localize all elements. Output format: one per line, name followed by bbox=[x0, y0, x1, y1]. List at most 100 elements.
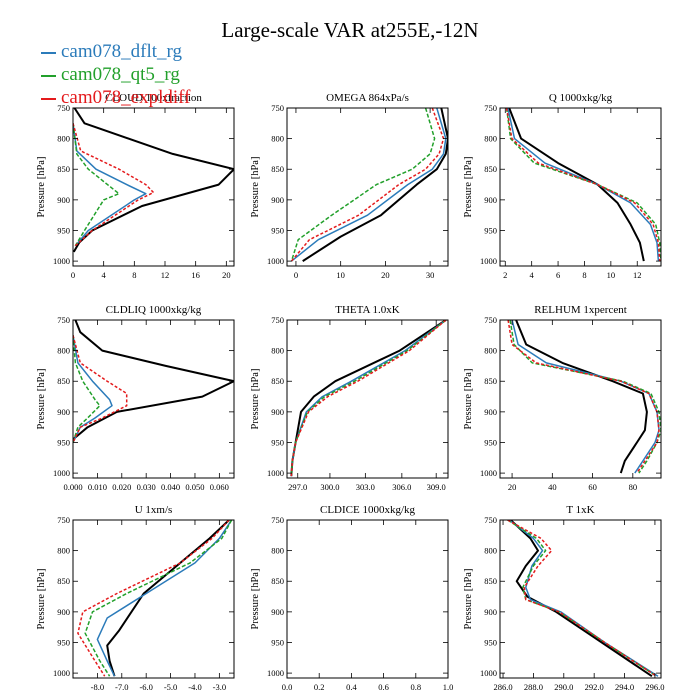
series-line-cam078_dflt_rg bbox=[290, 320, 447, 477]
series-line-cam078_qt5_rg bbox=[73, 335, 101, 443]
x-tick-label: 306.0 bbox=[392, 482, 411, 492]
series-line-cam078_dflt_rg bbox=[73, 123, 147, 247]
x-tick-label: 0.010 bbox=[88, 482, 107, 492]
y-tick-label: 950 bbox=[57, 225, 70, 235]
x-tick-label: -5.0 bbox=[164, 682, 177, 692]
plot-frame bbox=[72, 107, 235, 267]
x-tick-label: 10 bbox=[607, 270, 616, 280]
y-tick-label: 900 bbox=[57, 407, 70, 417]
y-tick-label: 900 bbox=[271, 195, 284, 205]
y-axis-label: Pressure [hPa] bbox=[250, 569, 261, 630]
series-line-control bbox=[290, 320, 447, 477]
series-line-cam078_expldiff bbox=[507, 520, 657, 677]
y-axis-label: Pressure [hPa] bbox=[36, 157, 47, 218]
series-line-cam078_expldiff bbox=[507, 320, 660, 474]
x-tick-label: 0.0 bbox=[282, 682, 293, 692]
y-tick-label: 1000 bbox=[480, 468, 497, 478]
y-tick-label: 900 bbox=[271, 407, 284, 417]
y-tick-label: 800 bbox=[484, 134, 497, 144]
x-tick-label: -7.0 bbox=[115, 682, 128, 692]
series-line-cam078_dflt_rg bbox=[507, 108, 660, 262]
panel-8: 750 800 850 900 950 1000 0.0 0.2 0.4 0.6 0.8 1.0 CLD… bbox=[250, 504, 453, 692]
series-line-cam078_expldiff bbox=[73, 123, 155, 247]
x-tick-label: 0.6 bbox=[378, 682, 389, 692]
x-tick-label: 0.8 bbox=[410, 682, 421, 692]
x-tick-label: 8 bbox=[582, 270, 586, 280]
x-tick-label: 309.0 bbox=[427, 482, 446, 492]
y-tick-label: 850 bbox=[484, 376, 497, 386]
series-line-cam078_qt5_rg bbox=[84, 520, 233, 677]
y-tick-label: 1000 bbox=[267, 468, 284, 478]
series-line-control bbox=[509, 520, 653, 678]
series-line-cam078_dflt_rg bbox=[511, 320, 660, 474]
y-tick-label: 800 bbox=[57, 546, 70, 556]
panel-title: Q 1000xkg/kg bbox=[549, 92, 613, 104]
y-tick-label: 750 bbox=[57, 515, 70, 525]
y-tick-label: 1000 bbox=[53, 668, 70, 678]
y-axis-label: Pressure [hPa] bbox=[250, 157, 261, 218]
x-tick-label: 30 bbox=[426, 270, 435, 280]
x-tick-label: 40 bbox=[548, 482, 557, 492]
legend-swatch-expldiff bbox=[41, 97, 56, 100]
y-tick-label: 950 bbox=[484, 637, 497, 647]
x-tick-label: 296.0 bbox=[645, 682, 664, 692]
y-tick-label: 1000 bbox=[53, 256, 70, 266]
x-tick-label: 4 bbox=[530, 270, 535, 280]
x-tick-label: 80 bbox=[629, 482, 638, 492]
y-tick-label: 900 bbox=[57, 607, 70, 617]
x-tick-label: 303.0 bbox=[356, 482, 375, 492]
panel-6: 750 800 850 900 950 1000 20 40 60 80 RELHUM 1xperc… bbox=[463, 304, 662, 492]
x-tick-label: 0.020 bbox=[112, 482, 131, 492]
series-line-cam078_qt5_rg bbox=[290, 108, 436, 262]
y-tick-label: 850 bbox=[57, 164, 70, 174]
series-group bbox=[77, 520, 233, 677]
series-line-cam078_qt5_rg bbox=[290, 320, 447, 477]
x-tick-label: 60 bbox=[588, 482, 597, 492]
x-tick-label: 12 bbox=[633, 270, 642, 280]
x-tick-label: 0.060 bbox=[210, 482, 229, 492]
y-tick-label: 750 bbox=[484, 515, 497, 525]
x-tick-label: 20 bbox=[508, 482, 517, 492]
y-axis-label: Pressure [hPa] bbox=[463, 369, 474, 430]
x-tick-label: 20 bbox=[222, 270, 231, 280]
panel-7: 750 800 850 900 950 1000 -8.0 -7.0 -6.0 -5.0 -4.0 -… bbox=[36, 504, 235, 692]
series-line-cam078_expldiff bbox=[505, 108, 661, 262]
legend-swatch-qt5 bbox=[41, 74, 56, 77]
series-line-cam078_dflt_rg bbox=[291, 108, 447, 262]
y-tick-label: 850 bbox=[484, 576, 497, 586]
panel-title: CLDLIQ 1000xkg/kg bbox=[106, 304, 202, 316]
series-line-cam078_qt5_rg bbox=[73, 123, 120, 247]
legend-item-qt5: cam078_qt5_rg bbox=[41, 64, 180, 86]
series-group bbox=[73, 108, 234, 253]
plot-frame bbox=[499, 107, 662, 267]
y-tick-label: 800 bbox=[57, 134, 70, 144]
y-tick-label: 750 bbox=[271, 515, 284, 525]
series-group bbox=[507, 520, 659, 678]
panel-title: T 1xK bbox=[566, 504, 594, 516]
y-tick-label: 750 bbox=[57, 103, 70, 113]
x-tick-label: 10 bbox=[336, 270, 345, 280]
series-line-cam078_dflt_rg bbox=[73, 335, 113, 443]
series-line-cam078_expldiff bbox=[77, 520, 230, 677]
series-line-cam078_expldiff bbox=[290, 320, 447, 477]
series-line-control bbox=[73, 320, 234, 441]
y-tick-label: 850 bbox=[57, 376, 70, 386]
legend-swatch-dflt bbox=[41, 51, 56, 54]
x-tick-label: 4 bbox=[102, 270, 107, 280]
y-tick-label: 950 bbox=[57, 437, 70, 447]
y-axis-label: Pressure [hPa] bbox=[36, 569, 47, 630]
x-tick-label: -4.0 bbox=[188, 682, 201, 692]
y-tick-label: 750 bbox=[57, 315, 70, 325]
x-tick-label: 0.030 bbox=[137, 482, 156, 492]
series-group bbox=[505, 108, 661, 262]
y-tick-label: 900 bbox=[271, 607, 284, 617]
y-tick-label: 900 bbox=[484, 407, 497, 417]
legend-label-qt5: cam078_qt5_rg bbox=[61, 64, 180, 85]
panel-title: CLDICE 1000xkg/kg bbox=[320, 504, 416, 516]
series-group bbox=[507, 320, 661, 474]
y-axis-label: Pressure [hPa] bbox=[463, 569, 474, 630]
series-line-cam078_dflt_rg bbox=[96, 520, 233, 677]
y-axis-label: Pressure [hPa] bbox=[250, 369, 261, 430]
y-tick-label: 900 bbox=[484, 195, 497, 205]
